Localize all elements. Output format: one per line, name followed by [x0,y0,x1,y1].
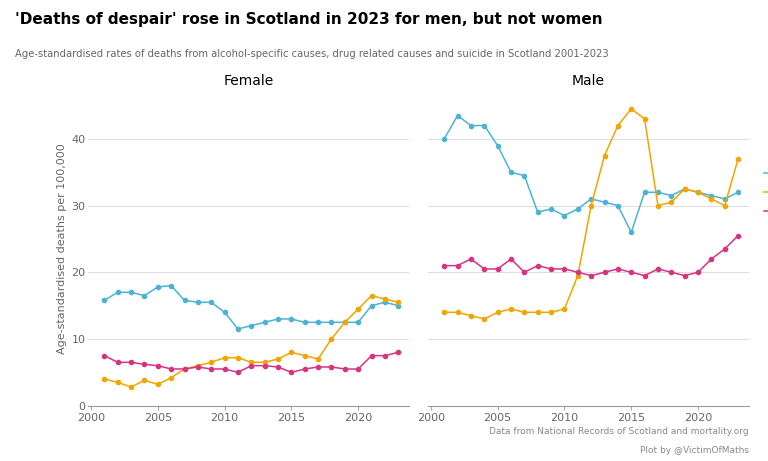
Drugs [466,313,475,319]
Alcohol [547,206,556,212]
Suicide [667,270,676,275]
Drugs [520,309,529,315]
Drugs [453,309,462,315]
Drugs [480,316,489,322]
Alcohol [493,143,502,148]
Drugs [587,203,596,208]
Drugs [573,273,582,278]
Drugs [667,200,676,205]
Drugs [560,306,569,312]
Drugs [707,196,716,201]
Suicide [547,266,556,272]
Alcohol [480,123,489,128]
Suicide [533,263,542,268]
Alcohol [466,123,475,128]
Text: Plot by @VictimOfMaths: Plot by @VictimOfMaths [640,446,749,455]
Drugs [533,309,542,315]
Alcohol [680,186,690,192]
Alcohol [560,213,569,219]
Suicide [680,273,690,278]
Alcohol [667,193,676,198]
Suicide [640,273,649,278]
Alcohol [627,230,636,235]
Suicide [573,270,582,275]
Drugs [680,186,690,192]
Drugs [627,106,636,112]
Text: Age-standardised rates of deaths from alcohol-specific causes, drug related caus: Age-standardised rates of deaths from al… [15,49,609,59]
Drugs [614,123,623,128]
Alcohol [439,136,449,142]
Alcohol [640,189,649,195]
Drugs [493,309,502,315]
Alcohol [587,196,596,201]
Text: Data from National Records of Scotland and mortality.org: Data from National Records of Scotland a… [489,426,749,436]
Suicide [694,270,703,275]
Title: Female: Female [223,74,273,88]
Drugs [439,309,449,315]
Drugs [654,203,663,208]
Suicide [453,263,462,268]
Drugs [720,203,730,208]
Alcohol [520,173,529,178]
Alcohol [707,193,716,198]
Line: Suicide: Suicide [442,234,740,278]
Y-axis label: Age-standardised deaths per 100,000: Age-standardised deaths per 100,000 [58,143,68,355]
Title: Male: Male [572,74,605,88]
Text: 'Deaths of despair' rose in Scotland in 2023 for men, but not women: 'Deaths of despair' rose in Scotland in … [15,12,603,27]
Alcohol [654,189,663,195]
Line: Alcohol: Alcohol [442,113,740,234]
Alcohol [720,196,730,201]
Suicide [627,270,636,275]
Suicide [600,270,609,275]
Alcohol [573,206,582,212]
Alcohol [733,189,743,195]
Suicide [707,256,716,262]
Suicide [733,233,743,238]
Suicide [587,273,596,278]
Suicide [614,266,623,272]
Suicide [720,246,730,252]
Suicide [560,266,569,272]
Legend: Alcohol, Drugs, Suicide: Alcohol, Drugs, Suicide [764,167,768,218]
Suicide [520,270,529,275]
Drugs [640,116,649,122]
Alcohol [453,113,462,118]
Suicide [480,266,489,272]
Drugs [547,309,556,315]
Alcohol [694,189,703,195]
Drugs [600,153,609,158]
Drugs [506,306,515,312]
Suicide [654,266,663,272]
Alcohol [533,209,542,215]
Line: Drugs: Drugs [442,107,740,321]
Alcohol [600,200,609,205]
Suicide [493,266,502,272]
Suicide [439,263,449,268]
Suicide [506,256,515,262]
Alcohol [506,170,515,175]
Drugs [694,189,703,195]
Drugs [733,156,743,162]
Suicide [466,256,475,262]
Alcohol [614,203,623,208]
